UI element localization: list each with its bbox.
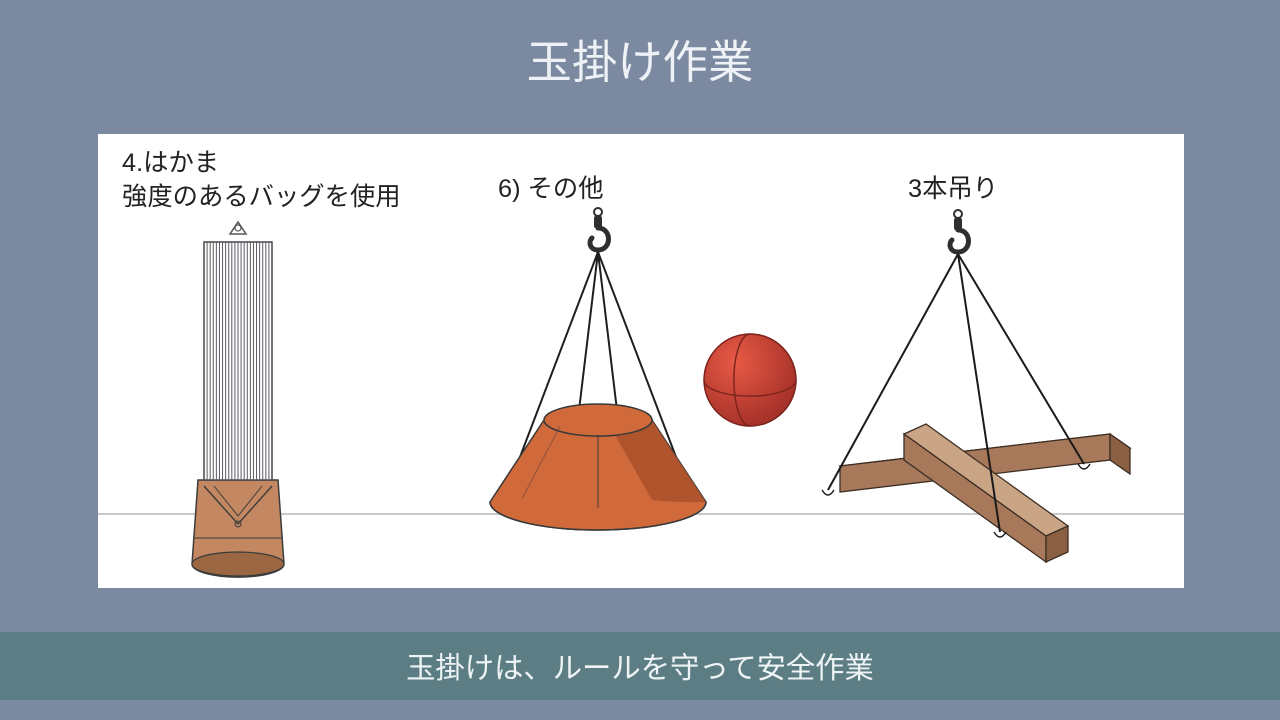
footer-bar: 玉掛けは、ルールを守って安全作業 [0, 632, 1280, 700]
diagram-svg [98, 134, 1184, 588]
slide-root: 玉掛け作業 4.はかま 強度のあるバッグを使用 6) その他 3本吊り 玉掛けは… [0, 0, 1280, 720]
diagram-panel: 4.はかま 強度のあるバッグを使用 6) その他 3本吊り [98, 134, 1184, 588]
footer-text: 玉掛けは、ルールを守って安全作業 [406, 645, 874, 687]
slide-title: 玉掛け作業 [0, 26, 1280, 92]
